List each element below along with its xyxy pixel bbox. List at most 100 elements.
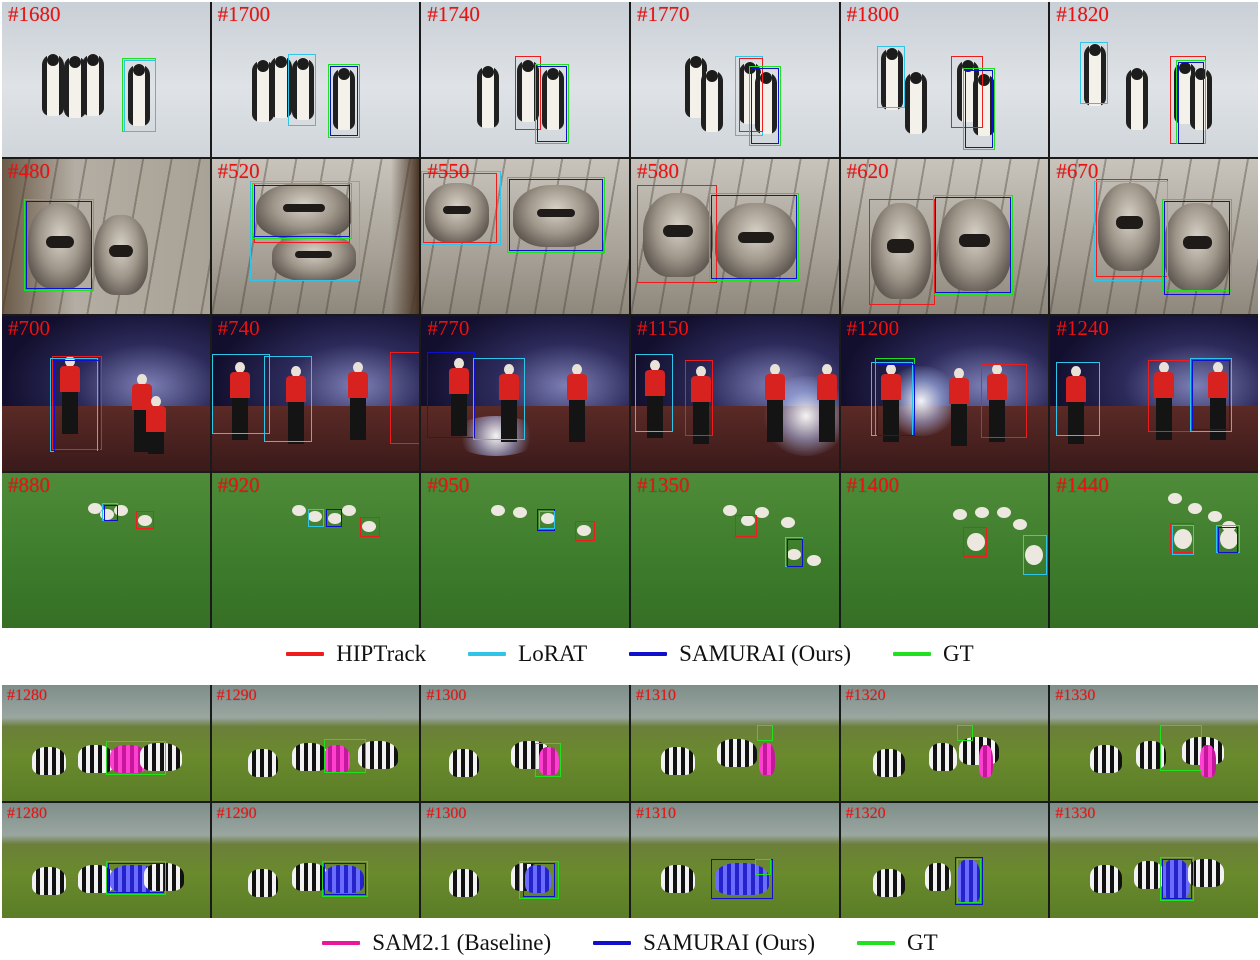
penguin (1190, 68, 1213, 130)
frame-samurai-5: #1320 (840, 802, 1049, 918)
gt-box (507, 177, 606, 253)
lorat-box (635, 354, 673, 432)
legend-item-gt: GT (857, 930, 938, 956)
frame-number: #670 (1056, 159, 1099, 183)
gt-box (1160, 725, 1203, 771)
frame-number: #1310 (636, 687, 676, 704)
sheep (491, 505, 506, 516)
sheep (1188, 503, 1203, 514)
lorat-box (1080, 42, 1109, 104)
zebra (1188, 858, 1225, 887)
tracker-legend: HIPTrack LoRAT SAMURAI (Ours) GT (0, 636, 1260, 672)
sheep (577, 525, 592, 536)
frame-number: #1770 (637, 2, 690, 26)
frame-number: #880 (8, 473, 50, 497)
dancer (948, 368, 969, 446)
sheep (741, 515, 755, 526)
samurai-box (1178, 62, 1205, 144)
samurai-box (751, 68, 779, 144)
frame-dance-2: #740 (211, 316, 420, 471)
dancer (60, 356, 80, 434)
legend-item-sam21: SAM2.1 (Baseline) (322, 930, 551, 956)
frame-sheep-5: #1400 (840, 473, 1049, 628)
legend-swatch (857, 941, 896, 945)
frame-number: #480 (8, 159, 50, 183)
sheep (138, 515, 152, 526)
dancer (499, 364, 520, 442)
zebra (661, 864, 695, 893)
frame-dance-6: #1240 (1050, 316, 1258, 471)
frame-number: #1320 (845, 687, 886, 704)
samurai-box (964, 70, 993, 148)
hiptrack-box (52, 356, 102, 450)
sam21-mask (759, 743, 775, 775)
zebra (140, 743, 182, 771)
dancer (880, 364, 901, 442)
sheep (307, 511, 322, 522)
samurai-box (253, 185, 350, 237)
frame-raccoon-6: #670 (1050, 159, 1258, 314)
gt-box (1160, 856, 1195, 901)
hiptrack-box (950, 56, 983, 128)
samurai-mask (1162, 858, 1191, 899)
dancer (817, 364, 837, 442)
legend-label: GT (907, 930, 938, 955)
zebra (449, 868, 480, 897)
legend-item-hiptrack: HIPTrack (286, 641, 426, 667)
hiptrack-box (735, 515, 757, 537)
frame-number: #1320 (845, 804, 886, 822)
zebra (32, 866, 66, 895)
gt-box (323, 739, 366, 773)
gt-box (962, 68, 995, 150)
gt-box (251, 183, 352, 239)
sheep (787, 549, 801, 560)
hiptrack-box (685, 360, 713, 436)
frame-penguin-2: #1700 (211, 2, 420, 157)
dancer (229, 362, 250, 440)
hiptrack-box (389, 352, 420, 444)
samurai-box (711, 195, 797, 279)
penguin (755, 72, 777, 134)
frame-number: #580 (637, 159, 679, 183)
frame-number: #550 (427, 159, 470, 183)
frame-number: #1240 (1056, 316, 1109, 340)
raccoon (94, 215, 148, 295)
penguin (251, 60, 274, 122)
frame-number: #1280 (7, 687, 47, 704)
sheep (996, 507, 1011, 518)
lorat-box (124, 60, 156, 132)
legend-swatch (893, 652, 932, 656)
zebra (291, 743, 328, 771)
samurai-box (329, 66, 358, 136)
sheep (291, 505, 306, 516)
gt-box (956, 725, 973, 741)
zebra (247, 868, 278, 897)
legend-label: SAM2.1 (Baseline) (372, 930, 552, 955)
dancer (347, 362, 368, 440)
gt-box (932, 195, 1013, 295)
samurai-box (427, 352, 476, 438)
frame-sheep-3: #950 (421, 473, 629, 628)
penguin (82, 54, 104, 116)
frame-sam21-3: #1300 (421, 685, 629, 801)
gt-box (956, 858, 981, 903)
legend-item-samurai: SAMURAI (Ours) (593, 930, 815, 956)
lorat-box (421, 171, 502, 245)
sheep (952, 509, 967, 520)
samurai-box (323, 862, 366, 895)
hiptrack-box (962, 527, 987, 557)
frame-raccoon-1: #480 (2, 159, 210, 314)
legend-label: SAMURAI (Ours) (643, 930, 816, 955)
legend-label: LoRAT (518, 641, 588, 666)
sheep (100, 509, 114, 520)
gt-box (1162, 199, 1233, 291)
samurai-mask (956, 858, 981, 903)
frame-number: #1740 (427, 2, 480, 26)
segmentation-legend: SAM2.1 (Baseline) SAMURAI (Ours) GT (0, 926, 1260, 960)
dancer (567, 364, 588, 442)
gt-box (535, 743, 562, 777)
sheep (807, 555, 821, 566)
raccoon (513, 185, 600, 247)
stage-floor (2, 405, 210, 471)
sheep (1220, 529, 1239, 549)
